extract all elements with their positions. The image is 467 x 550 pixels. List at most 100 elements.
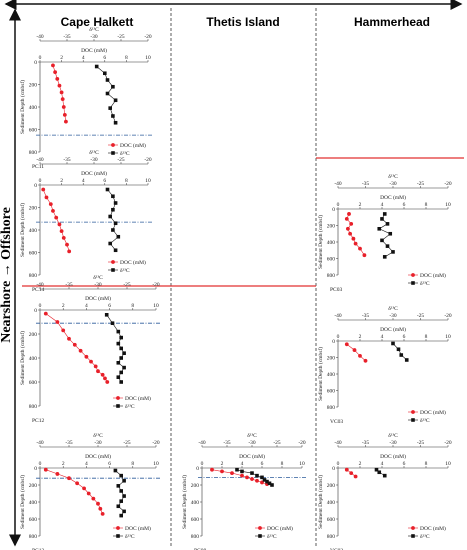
doc-point	[240, 473, 244, 478]
d13c-tick-label: -40	[198, 440, 206, 446]
panel-vc03: -40 -35 -30 -25 -20 δ¹³C 0 2 4 6 8 10 DOC (mM) 0 200 40…	[317, 306, 452, 425]
depth-tick-label: 400	[327, 372, 336, 378]
doc-point	[43, 311, 48, 316]
legend-d13c-marker	[411, 418, 415, 422]
doc-tick-label: 8	[425, 334, 428, 340]
doc-axis-title: DOC (mM)	[85, 295, 111, 302]
d13c-point	[113, 120, 118, 125]
doc-point	[75, 481, 80, 486]
d13c-point	[380, 238, 384, 243]
d13c-tick-label: -35	[65, 282, 73, 288]
d13c-tick-label: -35	[63, 34, 71, 40]
doc-point	[82, 486, 86, 491]
d13c-series-line	[392, 343, 408, 361]
d13c-axis-title: δ¹³C	[247, 433, 257, 439]
d13c-tick-label: -35	[362, 313, 370, 319]
doc-tick-label: 4	[85, 461, 88, 467]
d13c-point	[240, 469, 244, 474]
doc-tick-label: 6	[108, 461, 111, 467]
d13c-point	[385, 222, 390, 226]
legend-d13c-marker	[111, 268, 115, 272]
doc-tick-label: 10	[145, 55, 151, 61]
d13c-tick-label: -25	[273, 440, 281, 446]
doc-point	[344, 342, 349, 347]
doc-point	[61, 105, 66, 109]
legend-d13c-label: δ¹³C	[120, 268, 130, 274]
doc-tick-label: 10	[299, 461, 305, 467]
doc-tick-label: 6	[108, 303, 111, 309]
d13c-point	[388, 231, 393, 236]
d13c-point	[122, 351, 126, 355]
doc-tick-label: 2	[62, 303, 65, 309]
legend-d13c-marker	[111, 151, 115, 155]
doc-tick-label: 0	[39, 303, 42, 309]
legend-d13c-marker	[411, 281, 415, 285]
d13c-point	[119, 346, 123, 351]
doc-point	[86, 491, 91, 496]
d13c-point	[116, 234, 121, 239]
doc-point	[67, 336, 71, 341]
core-label: PC08	[194, 548, 206, 550]
d13c-point	[382, 212, 387, 216]
doc-point	[89, 359, 93, 364]
doc-point	[100, 372, 105, 377]
panels: -40 -35 -30 -25 -20 δ¹³C 0 2 4 6 8 10 DOC (mM) 0 200 40…	[19, 27, 452, 550]
d13c-point	[111, 207, 115, 212]
d13c-tick-label: -25	[117, 34, 125, 40]
d13c-axis-title: δ¹³C	[388, 433, 398, 439]
d13c-point	[270, 483, 274, 487]
doc-tick-label: 6	[403, 202, 406, 208]
d13c-point	[260, 475, 264, 480]
depth-tick-label: 600	[29, 251, 38, 257]
d13c-point	[119, 380, 123, 384]
doc-tick-label: 8	[425, 461, 428, 467]
d13c-point	[105, 91, 110, 96]
panel-pc03: -40 -35 -30 -25 -20 δ¹³C 0 2 4 6 8 10 DOC (mM) 0 200 40…	[317, 174, 452, 293]
d13c-tick-label: -40	[36, 157, 44, 163]
d13c-tick-label: -20	[444, 181, 452, 187]
legend-d13c-label: δ¹³C	[125, 534, 135, 540]
doc-point	[362, 253, 367, 258]
depth-tick-label: 400	[191, 500, 200, 506]
doc-point	[220, 469, 224, 474]
doc-point	[55, 76, 60, 81]
d13c-axis-title: δ¹³C	[388, 174, 398, 180]
d13c-point	[116, 484, 121, 488]
d13c-tick-label: -25	[117, 157, 125, 163]
depth-tick-label: 200	[29, 332, 38, 338]
doc-point	[57, 222, 62, 227]
legend-d13c-label: δ¹³C	[420, 281, 430, 287]
depth-tick-label: 200	[29, 83, 38, 89]
doc-point	[67, 476, 71, 481]
doc-point	[59, 90, 64, 95]
doc-point	[363, 358, 368, 363]
doc-tick-label: 8	[425, 202, 428, 208]
d13c-axis-title: δ¹³C	[89, 150, 99, 156]
legend-doc-label: DOC (mM)	[120, 142, 146, 149]
depth-tick-label: 0	[34, 466, 37, 472]
doc-tick-label: 2	[359, 461, 362, 467]
doc-tick-label: 10	[445, 461, 451, 467]
doc-point	[344, 217, 349, 221]
d13c-point	[116, 504, 121, 509]
depth-tick-label: 800	[327, 405, 336, 411]
doc-tick-label: 6	[403, 334, 406, 340]
panel-vc02: -40 -35 -30 -25 -20 δ¹³C 0 2 4 6 8 10 DOC (mM) 0 200 40…	[317, 433, 452, 550]
d13c-point	[116, 375, 121, 379]
legend-doc-marker	[411, 273, 415, 277]
depth-tick-label: 600	[29, 128, 38, 134]
d13c-tick-label: -30	[248, 440, 256, 446]
d13c-point	[235, 467, 239, 472]
d13c-point	[119, 356, 123, 360]
d13c-point	[105, 78, 110, 82]
d13c-point	[404, 358, 409, 362]
doc-point	[48, 202, 53, 207]
doc-point	[96, 369, 100, 374]
doc-tick-label: 2	[359, 334, 362, 340]
doc-point	[62, 112, 67, 117]
d13c-point	[122, 494, 126, 498]
d13c-tick-label: -40	[334, 440, 342, 446]
doc-point	[91, 496, 96, 501]
d13c-axis-title: δ¹³C	[93, 433, 103, 439]
d13c-tick-label: -25	[123, 440, 131, 446]
